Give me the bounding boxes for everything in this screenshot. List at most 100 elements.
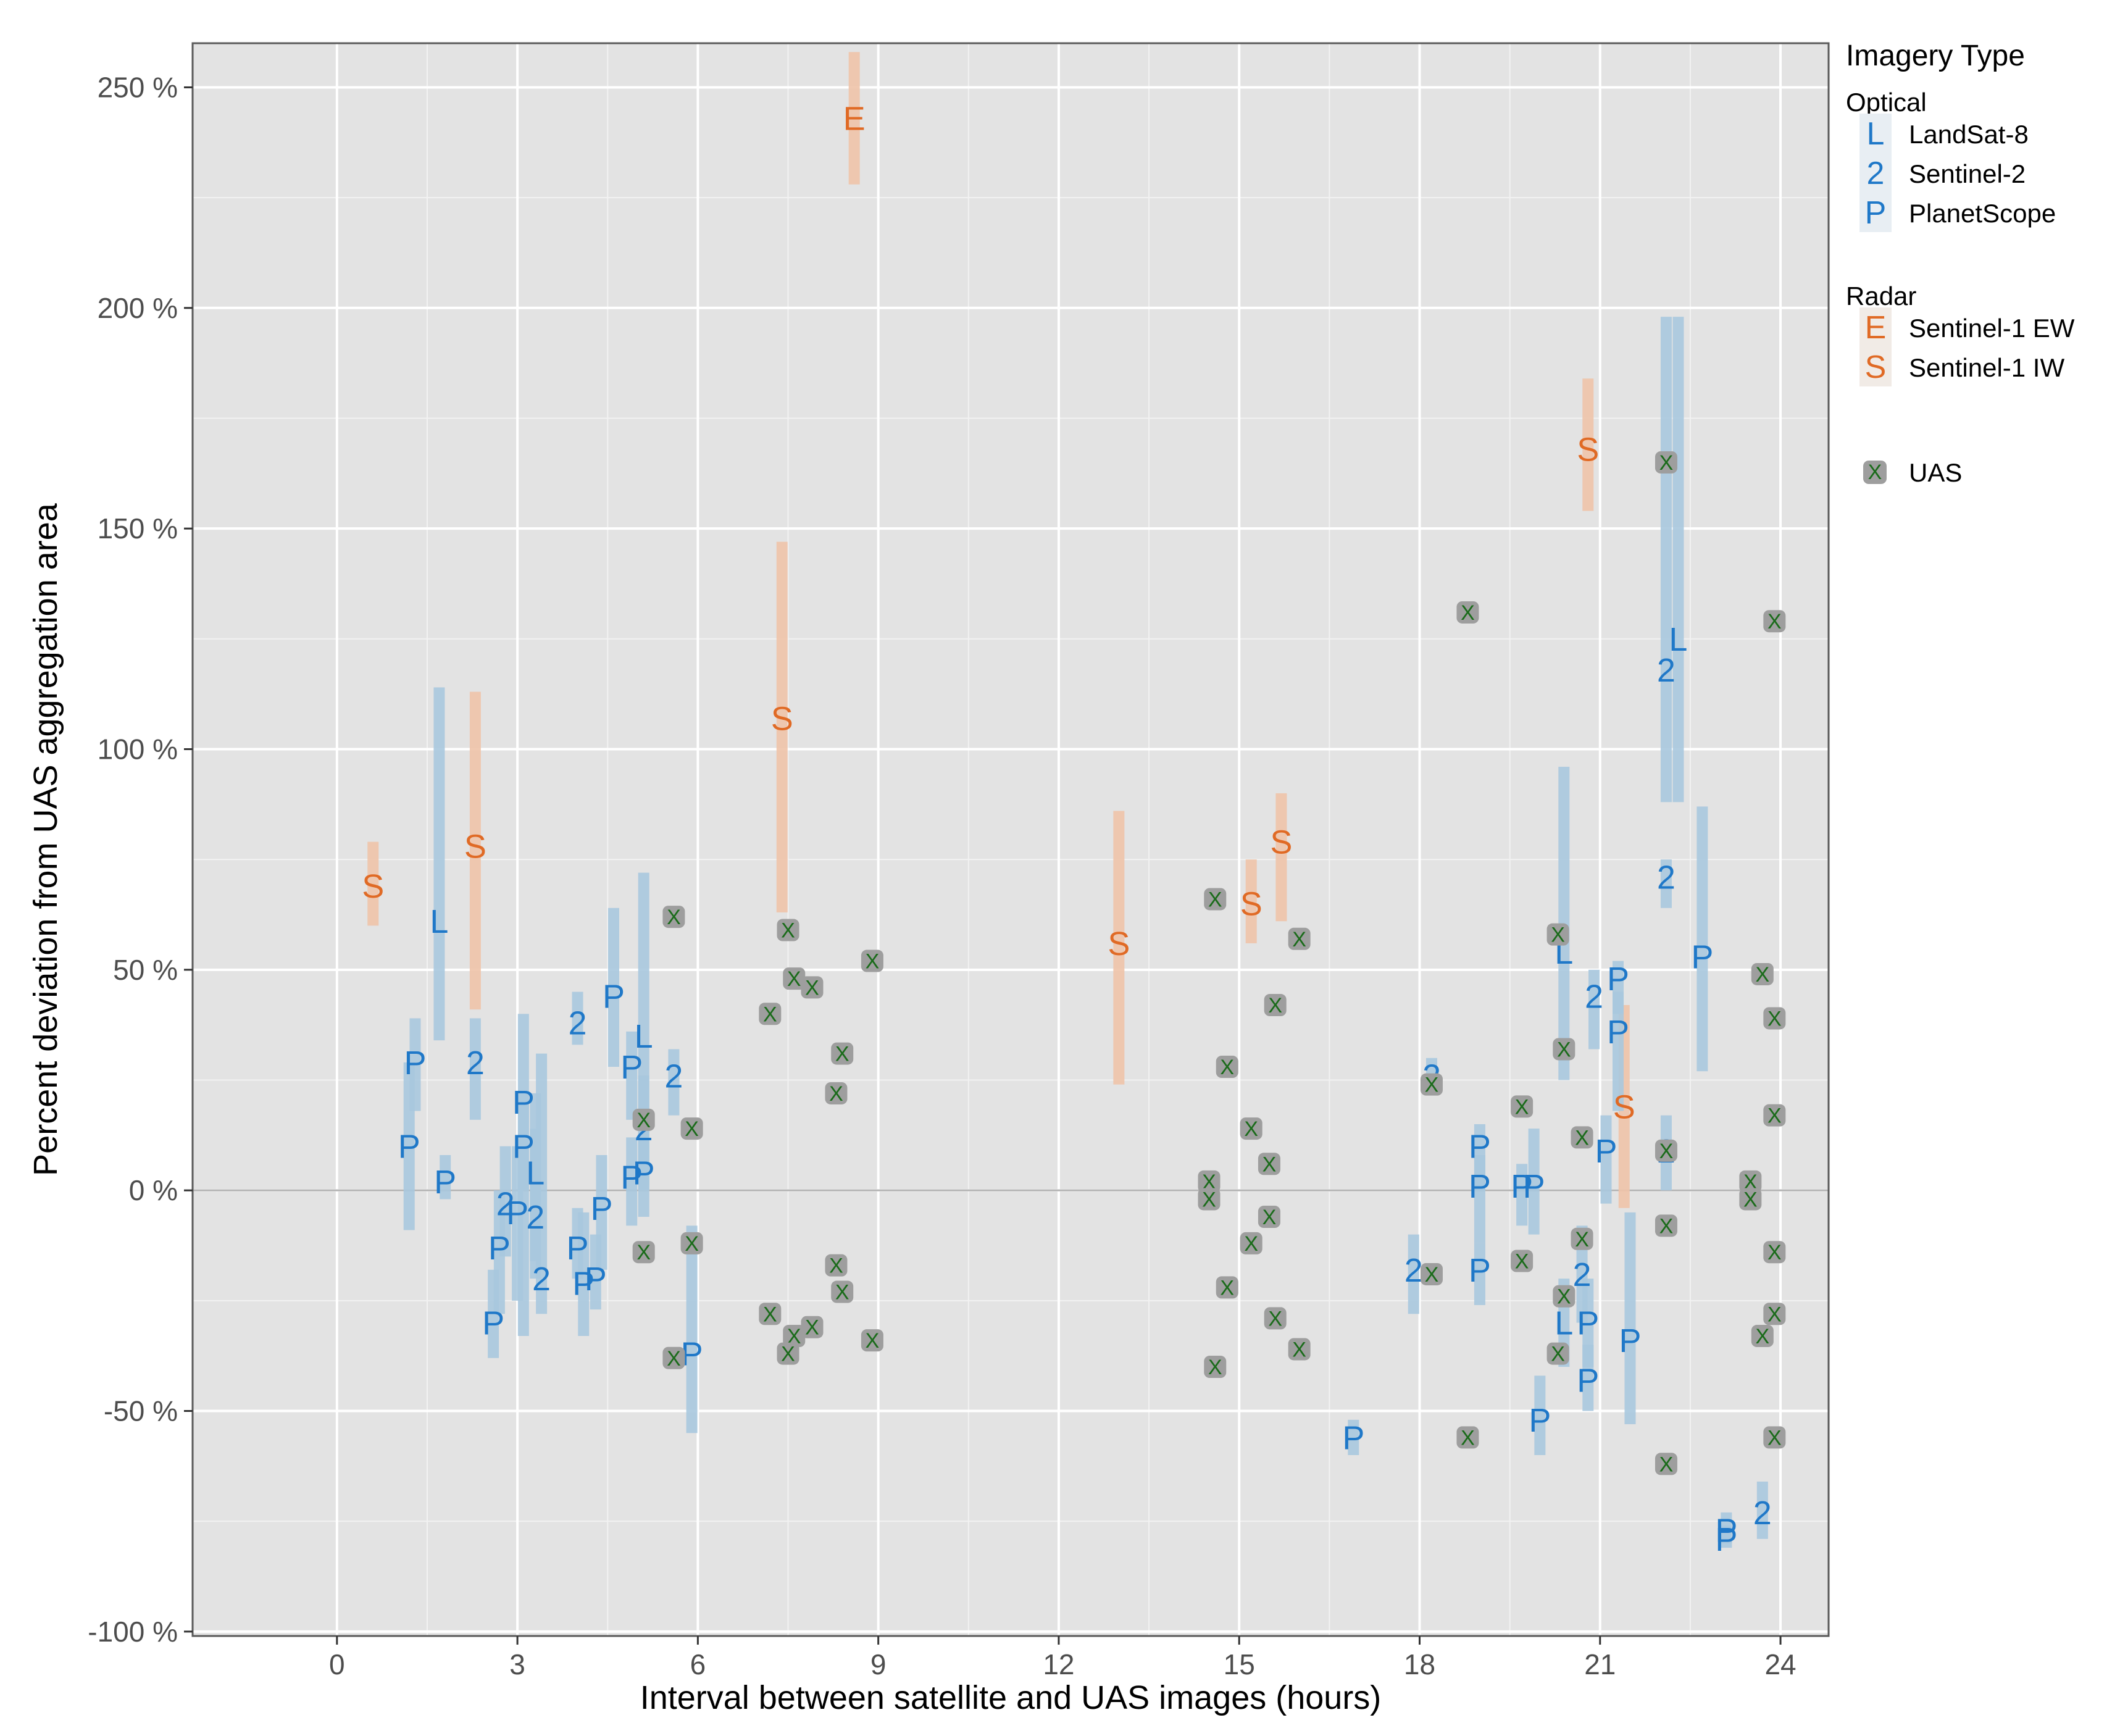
- range-bar: [578, 1212, 590, 1337]
- uas-marker: X: [1755, 963, 1769, 987]
- data-marker: P: [1607, 961, 1629, 998]
- uas-marker-box: [1763, 1241, 1786, 1264]
- data-marker: L: [1555, 1305, 1573, 1342]
- data-marker: L: [635, 1018, 653, 1055]
- uas-marker-box: [1288, 1338, 1311, 1361]
- uas-marker-box: [831, 1280, 854, 1303]
- uas-marker-box: [783, 967, 806, 990]
- data-marker: 2: [569, 1005, 587, 1042]
- x-tick-label: 24: [1764, 1648, 1796, 1680]
- uas-marker: X: [1244, 1232, 1258, 1256]
- uas-marker-box: [777, 1342, 799, 1365]
- data-marker: S: [1270, 824, 1292, 861]
- data-markers: ESSSSSSSSLLLLLL222222222222222PPPPPPPPPP…: [362, 100, 1786, 1558]
- range-bar: [1534, 1375, 1546, 1455]
- legend-item-label: Sentinel-1 IW: [1909, 353, 2064, 382]
- y-tick-label: 0 %: [129, 1174, 178, 1206]
- uas-marker-box: [1546, 923, 1569, 946]
- uas-marker: X: [1202, 1171, 1216, 1194]
- data-marker: S: [1577, 432, 1599, 469]
- data-marker: P: [620, 1159, 643, 1196]
- uas-marker-box: [1216, 1276, 1238, 1299]
- uas-marker-box: [680, 1232, 703, 1254]
- x-axis-title: Interval between satellite and UAS image…: [640, 1679, 1382, 1716]
- uas-marker: X: [787, 1325, 801, 1348]
- uas-marker: X: [866, 1329, 880, 1353]
- range-bar: [1474, 1154, 1485, 1243]
- data-marker: 2: [496, 1186, 515, 1223]
- uas-marker: X: [787, 967, 801, 991]
- uas-marker-box: [1456, 1426, 1479, 1449]
- uas-marker-box: [1198, 1170, 1221, 1193]
- uas-marker: X: [1292, 928, 1306, 951]
- uas-marker-box: [1258, 1153, 1280, 1175]
- data-marker: P: [1469, 1168, 1491, 1205]
- legend-key-box: [1859, 114, 1892, 153]
- uas-marker-box: [1258, 1206, 1280, 1229]
- uas-marker-box: [662, 906, 685, 929]
- data-marker: 2: [1404, 1252, 1423, 1289]
- data-marker: S: [1108, 925, 1130, 962]
- y-axis-title: Percent deviation from UAS aggregation a…: [27, 503, 64, 1176]
- y-tick-label: -50 %: [104, 1395, 178, 1427]
- uas-marker-box: [632, 1108, 655, 1131]
- uas-marker-box: [759, 1303, 782, 1325]
- uas-marker: X: [1743, 1171, 1758, 1194]
- data-marker: P: [1342, 1419, 1364, 1456]
- uas-marker-box: [1763, 1426, 1786, 1449]
- uas-marker-box: [1751, 962, 1774, 985]
- range-bar: [626, 1031, 638, 1120]
- range-bar: [488, 1269, 499, 1358]
- legend-item-label: UAS: [1909, 458, 1962, 487]
- legend-key-box: [1863, 461, 1887, 484]
- uas-marker: X: [835, 1281, 849, 1304]
- uas-marker: X: [1461, 601, 1475, 625]
- data-marker: P: [434, 1164, 456, 1201]
- data-marker: S: [1613, 1088, 1635, 1125]
- uas-marker-box: [1763, 1104, 1786, 1127]
- uas-marker-box: [1655, 1139, 1677, 1162]
- uas-marker: X: [667, 1347, 681, 1371]
- uas-marker: X: [781, 919, 795, 943]
- data-marker: S: [771, 700, 793, 737]
- uas-marker: X: [1515, 1095, 1529, 1119]
- uas-marker: X: [1268, 994, 1282, 1017]
- uas-marker-box: [783, 1325, 806, 1348]
- range-bar: [1756, 1481, 1768, 1539]
- uas-marker: X: [763, 1303, 777, 1326]
- range-bar: [1660, 317, 1672, 803]
- uas-marker-box: [1739, 1188, 1762, 1211]
- legend-item-label: LandSat-8: [1909, 120, 2029, 149]
- data-marker: P: [1715, 1512, 1737, 1549]
- data-marker: P: [1511, 1168, 1533, 1205]
- uas-marker: X: [1743, 1188, 1758, 1211]
- range-bar: [1474, 1243, 1485, 1305]
- data-marker: E: [843, 100, 866, 137]
- range-bar: [512, 1146, 524, 1301]
- data-marker: P: [1595, 1133, 1617, 1170]
- data-marker: P: [1607, 1014, 1629, 1051]
- uas-marker: X: [1767, 1241, 1782, 1264]
- y-tick-label: 200 %: [98, 292, 178, 324]
- uas-marker: X: [1557, 1285, 1571, 1309]
- range-bar: [1672, 317, 1684, 803]
- data-marker: P: [1469, 1129, 1491, 1166]
- uas-marker-box: [1456, 601, 1479, 624]
- legend-group-title: Radar: [1846, 282, 1916, 311]
- legend-key-symbol: 2: [1867, 156, 1885, 191]
- legend-key-symbol: X: [1868, 461, 1882, 484]
- uas-marker-box: [1288, 927, 1311, 950]
- range-bar: [626, 1137, 638, 1226]
- uas-marker: X: [1767, 1104, 1782, 1128]
- data-marker: P: [590, 1190, 612, 1227]
- uas-marker: X: [1767, 1303, 1782, 1326]
- uas-marker: X: [1425, 1074, 1439, 1097]
- uas-marker-box: [825, 1254, 848, 1277]
- uas-marker: X: [1244, 1117, 1258, 1141]
- y-axis-ticks: -100 % -50 % 0 % 50 % 100 % 150 % 200 % 250 %: [88, 71, 193, 1648]
- uas-marker: X: [829, 1082, 843, 1106]
- range-bar: [469, 691, 481, 1010]
- range-bar: [367, 841, 379, 926]
- range-bar: [1613, 991, 1624, 1111]
